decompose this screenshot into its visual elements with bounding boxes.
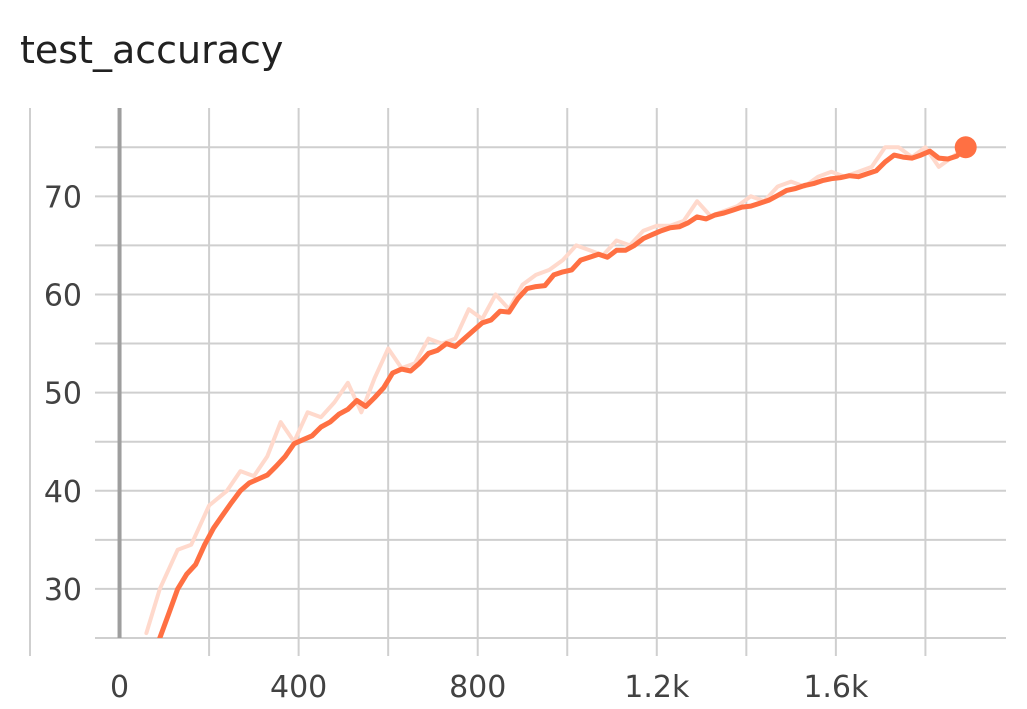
y-tick-label: 40	[44, 475, 82, 510]
x-tick-label: 0	[110, 670, 129, 705]
y-tick-label: 60	[44, 278, 82, 313]
y-tick-label: 50	[44, 377, 82, 412]
y-tick-label: 70	[44, 180, 82, 215]
x-tick-label: 400	[270, 670, 327, 705]
x-tick-label: 800	[449, 670, 506, 705]
last-point-marker	[954, 136, 977, 159]
chart-series	[144, 136, 977, 638]
tick-labels: 0 400 800 1.2k 1.6k 30 40 50 60 70	[44, 180, 869, 705]
raw-series-line	[144, 145, 968, 636]
grid-lines	[29, 108, 1006, 656]
smoothed-series-line	[157, 144, 969, 638]
x-tick-label: 1.2k	[624, 670, 690, 705]
chart-title: test_accuracy	[20, 28, 284, 72]
y-tick-label: 30	[44, 573, 82, 608]
x-tick-label: 1.6k	[803, 670, 869, 705]
